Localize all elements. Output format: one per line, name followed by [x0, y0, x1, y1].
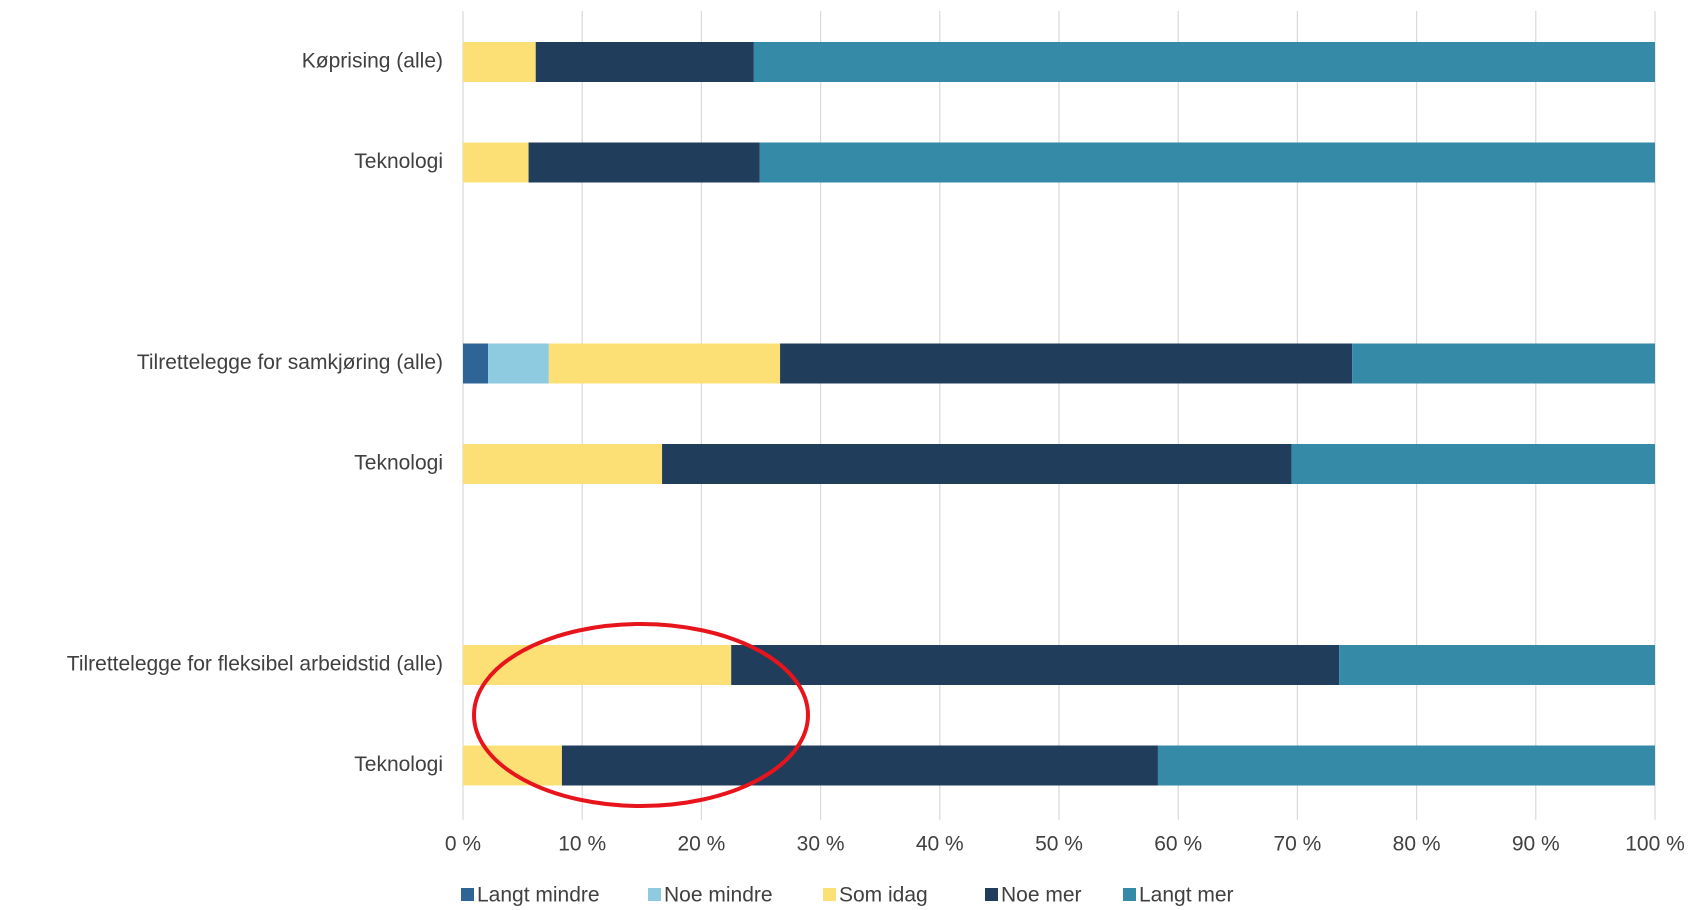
legend-label: Noe mer — [1001, 884, 1082, 907]
x-tick-label: 80 % — [1393, 833, 1441, 856]
highlight-circle — [472, 622, 810, 808]
bar-segment — [463, 645, 732, 685]
x-tick-label: 20 % — [677, 833, 725, 856]
bar-segment — [488, 343, 549, 384]
bar-segment — [463, 42, 536, 82]
legend-swatch — [985, 888, 998, 901]
legend-swatch — [461, 888, 474, 901]
x-tick-label: 100 % — [1625, 833, 1685, 856]
bar-segment — [1352, 343, 1655, 384]
bar-segment — [463, 343, 489, 384]
bar-segment — [662, 444, 1292, 484]
bar-segment — [1339, 645, 1655, 685]
y-tick-label: Tilrettelegge for fleksibel arbeidstid (… — [67, 653, 443, 676]
bar-segment — [561, 745, 1158, 786]
legend-label: Noe mindre — [664, 884, 773, 907]
bar-segment — [731, 645, 1340, 685]
bar-segment — [463, 745, 562, 786]
y-tick-label: Køprising (alle) — [302, 50, 443, 73]
x-tick-label: 30 % — [797, 833, 845, 856]
x-tick-label: 10 % — [558, 833, 606, 856]
y-tick-label: Teknologi — [354, 452, 443, 475]
legend-swatch — [1123, 888, 1136, 901]
bar-segment — [528, 142, 760, 183]
legend-label: Langt mindre — [477, 884, 600, 907]
legend-swatch — [648, 888, 661, 901]
bar-segment — [780, 343, 1353, 384]
x-tick-label: 90 % — [1512, 833, 1560, 856]
bar-segment — [535, 42, 754, 82]
bar-segment — [759, 142, 1655, 183]
y-tick-label: Teknologi — [354, 753, 443, 776]
bar-segment — [463, 444, 663, 484]
legend-label: Som idag — [839, 884, 928, 907]
bar-segment — [463, 142, 529, 183]
bar-segment — [753, 42, 1655, 82]
x-tick-label: 40 % — [916, 833, 964, 856]
bar-segment — [1157, 745, 1655, 786]
legend-swatch — [823, 888, 836, 901]
y-tick-label: Tilrettelegge for samkjøring (alle) — [137, 351, 443, 374]
x-tick-label: 60 % — [1154, 833, 1202, 856]
y-tick-label: Teknologi — [354, 150, 443, 173]
x-tick-label: 70 % — [1273, 833, 1321, 856]
x-tick-label: 50 % — [1035, 833, 1083, 856]
bar-segment — [1291, 444, 1655, 484]
legend-label: Langt mer — [1139, 884, 1234, 907]
x-tick-label: 0 % — [445, 833, 481, 856]
bar-segment — [548, 343, 781, 384]
